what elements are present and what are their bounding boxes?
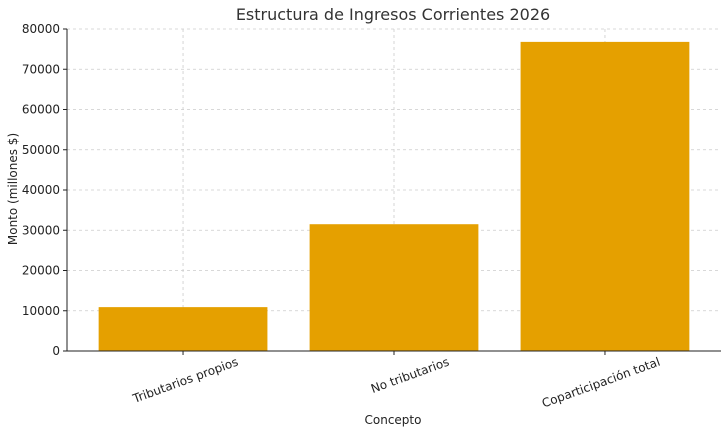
x-axis-label: Concepto bbox=[365, 413, 422, 427]
y-tick-label: 10000 bbox=[22, 304, 60, 318]
y-tick-label: 60000 bbox=[22, 103, 60, 117]
x-tick-label: No tributarios bbox=[369, 355, 451, 396]
y-tick-label: 50000 bbox=[22, 143, 60, 157]
y-tick-label: 0 bbox=[52, 344, 60, 358]
x-tick-label: Tributarios propios bbox=[130, 355, 240, 406]
y-tick-label: 40000 bbox=[22, 183, 60, 197]
y-axis-label: Monto (millones $) bbox=[6, 133, 20, 245]
y-tick-label: 70000 bbox=[22, 62, 60, 76]
x-axis-ticks: Tributarios propios No tributarios Coparti… bbox=[130, 351, 662, 410]
bar-2 bbox=[309, 224, 479, 351]
y-tick-label: 80000 bbox=[22, 22, 60, 36]
bar-1 bbox=[98, 307, 268, 351]
y-axis-ticks: 0 10000 20000 30000 40000 50000 60000 70000 8000… bbox=[22, 22, 67, 358]
chart-title: Estructura de Ingresos Corrientes 2026 bbox=[236, 5, 550, 24]
y-tick-label: 20000 bbox=[22, 264, 60, 278]
bars bbox=[98, 41, 690, 351]
y-tick-label: 30000 bbox=[22, 223, 60, 237]
bar-3 bbox=[520, 41, 690, 351]
x-tick-label: Coparticipación total bbox=[540, 355, 662, 411]
